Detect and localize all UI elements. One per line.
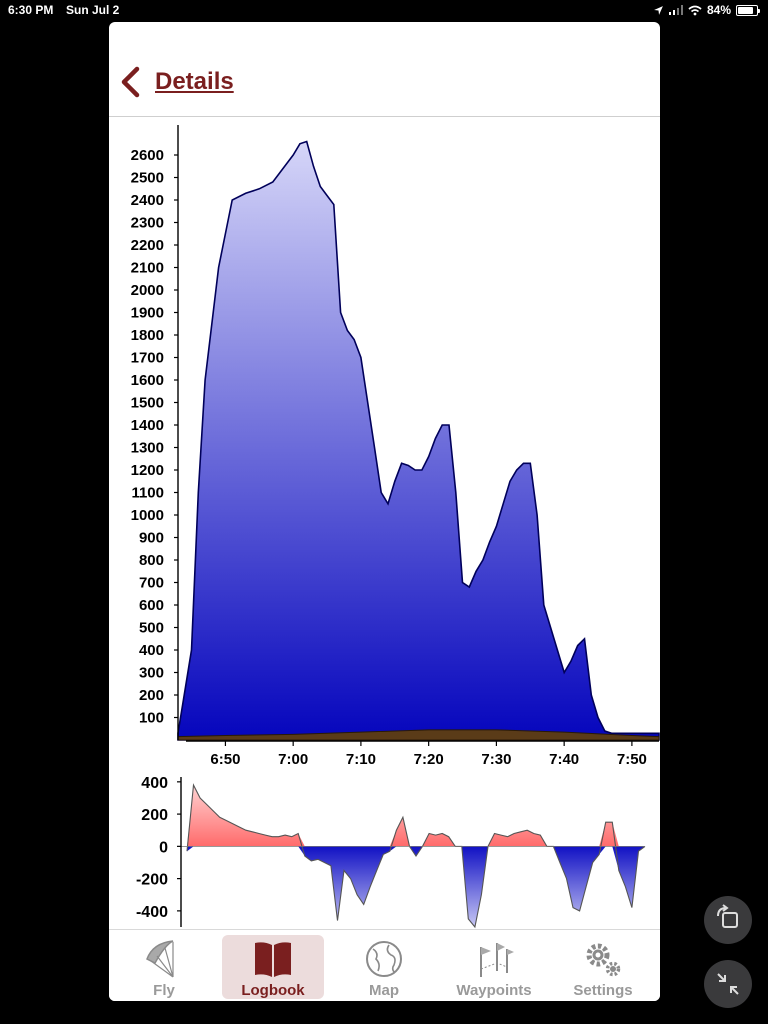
vario-line	[186, 783, 646, 929]
tab-logbook-label: Logbook	[241, 982, 305, 999]
tab-settings[interactable]: Settings	[552, 935, 654, 999]
rotate-button[interactable]	[704, 896, 752, 944]
y-tick-label: 2000	[131, 282, 164, 299]
y-tick-label: 1900	[131, 305, 164, 322]
gear-icon	[586, 943, 621, 977]
y-tick-label: 300	[139, 665, 164, 682]
tab-fly[interactable]: Fly	[113, 935, 215, 999]
y-tick-label: 2600	[131, 147, 164, 164]
tab-map[interactable]: Map	[333, 935, 435, 999]
status-bar: 6:30 PM Sun Jul 2 84%	[0, 0, 768, 22]
y-tick-label: 800	[139, 552, 164, 569]
climb-area	[187, 785, 645, 847]
app-window: Details 100 200 300 400 500 600 700 800 900 1000 1…	[109, 22, 660, 1001]
signal-icon	[668, 5, 683, 15]
ground-area	[177, 729, 660, 741]
x-tick-label: 6:50	[210, 751, 240, 767]
y-tick-label: 600	[139, 597, 164, 614]
y-tick-label: 200	[139, 687, 164, 704]
altitude-chart: 100 200 300 400 500 600 700 800 900 1000 1100 1200 1…	[131, 125, 660, 767]
x-tick-label: 7:30	[481, 751, 511, 767]
x-tick-label: 7:40	[549, 751, 579, 767]
y-tick-label: -200	[136, 872, 168, 889]
x-tick-label: 7:20	[414, 751, 444, 767]
altitude-area	[177, 140, 660, 741]
nav-header: Details	[109, 22, 660, 117]
tab-fly-label: Fly	[153, 982, 175, 999]
chevron-left-icon	[121, 66, 140, 98]
back-button[interactable]: Details	[119, 66, 234, 98]
y-tick-label: 1200	[131, 462, 164, 479]
page-title: Details	[155, 68, 234, 95]
y-tick-label: 2300	[131, 215, 164, 232]
y-tick-label: 2400	[131, 192, 164, 209]
status-right: 84%	[653, 3, 760, 17]
x-tick-label: 7:50	[617, 751, 647, 767]
book-icon	[255, 942, 291, 977]
y-tick-label: 400	[141, 775, 168, 792]
x-tick-label: 7:10	[346, 751, 376, 767]
rotate-icon	[717, 904, 738, 928]
y-tick-label: 2500	[131, 170, 164, 187]
y-tick-label: 100	[139, 710, 164, 727]
charts-area: 100 200 300 400 500 600 700 800 900 1000 1100 1200 1…	[109, 117, 660, 929]
tab-waypoints-label: Waypoints	[456, 982, 532, 999]
y-tick-label: 1100	[131, 485, 164, 502]
battery-percent: 84%	[706, 3, 731, 17]
vario-chart: 400 200 0 -200 -400	[136, 775, 646, 929]
y-tick-label: 1400	[131, 417, 164, 434]
y-tick-label: 1800	[131, 327, 164, 344]
tab-map-label: Map	[369, 982, 399, 999]
y-tick-label: 900	[139, 530, 164, 547]
collapse-button[interactable]	[704, 960, 752, 1008]
tab-bar: Fly Logbook Map Waypoints	[109, 929, 660, 1001]
globe-icon	[366, 941, 402, 977]
x-tick-label: 7:00	[278, 751, 308, 767]
y-tick-label: 0	[159, 839, 168, 856]
location-icon	[654, 5, 663, 15]
sink-area	[187, 846, 645, 927]
y-tick-label: -400	[136, 904, 168, 921]
y-tick-label: 1000	[131, 507, 164, 524]
y-tick-label: 1700	[131, 350, 164, 367]
y-tick-label: 1600	[131, 372, 164, 389]
y-tick-label: 1300	[131, 440, 164, 457]
y-tick-label: 400	[139, 642, 164, 659]
tab-logbook[interactable]: Logbook	[222, 935, 324, 999]
paraglider-icon	[146, 940, 174, 978]
status-time: 6:30 PM	[8, 3, 54, 17]
wifi-icon	[688, 5, 702, 15]
collapse-icon	[717, 973, 739, 995]
battery-icon	[736, 4, 760, 16]
tab-waypoints[interactable]: Waypoints	[443, 935, 545, 999]
y-tick-label: 200	[141, 807, 168, 824]
y-tick-label: 2100	[131, 260, 164, 277]
tab-settings-label: Settings	[573, 982, 633, 999]
status-date: Sun Jul 2	[66, 3, 120, 17]
y-tick-label: 500	[139, 620, 164, 637]
y-tick-label: 1500	[131, 395, 164, 412]
y-tick-label: 2200	[131, 237, 164, 254]
flags-icon	[480, 943, 514, 977]
y-tick-label: 700	[139, 575, 164, 592]
